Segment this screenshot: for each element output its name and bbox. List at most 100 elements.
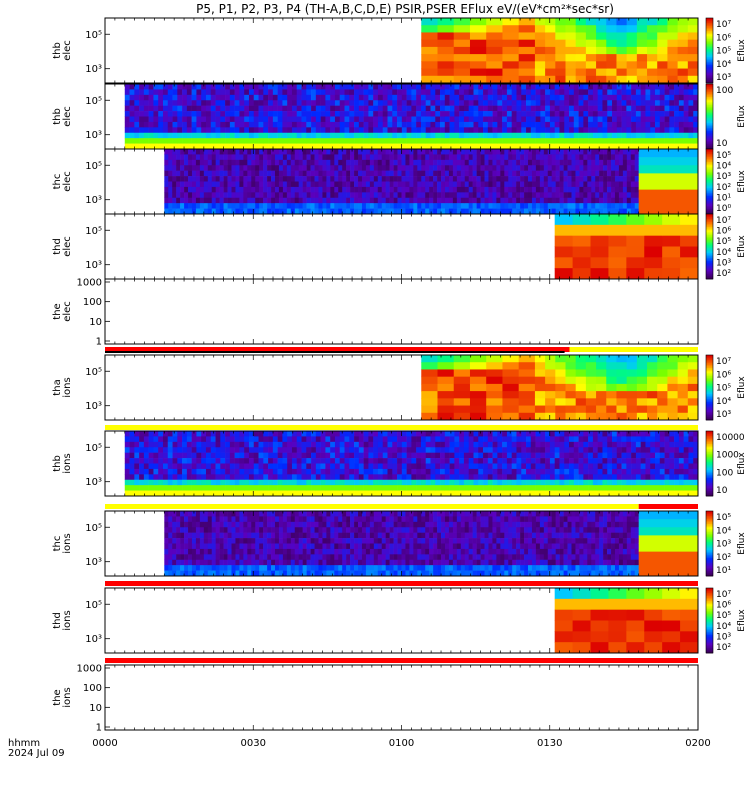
spectrogram-cell	[502, 39, 520, 48]
spectrogram-cell	[579, 149, 584, 155]
spectrogram-cell	[440, 138, 446, 144]
spectrogram-cell	[573, 116, 579, 123]
spectrogram-cell	[191, 170, 197, 177]
spectrogram-cell	[177, 89, 183, 96]
spectrogram-cell	[311, 89, 317, 96]
spectrogram-cell	[640, 100, 646, 106]
spectrogram-cell	[167, 452, 173, 459]
spectrogram-cell	[549, 127, 555, 134]
spectrogram-cell	[448, 170, 454, 177]
spectrogram-cell	[559, 105, 565, 112]
spectrogram-cell	[626, 46, 638, 55]
spectrogram-cell	[622, 149, 628, 155]
spectrogram-cell	[278, 159, 284, 166]
spectrogram-cell	[476, 197, 481, 204]
spectrogram-cell	[365, 186, 371, 193]
spectrogram-cell	[301, 100, 307, 106]
spectrogram-cell	[229, 111, 235, 117]
spectrogram-cell	[196, 490, 202, 497]
spectrogram-cell	[559, 186, 564, 193]
spectrogram-cell	[444, 143, 450, 150]
spectrogram-cell	[201, 100, 207, 106]
spectrogram-cell	[687, 75, 699, 84]
spectrogram-cell	[158, 111, 164, 117]
spectrogram-cell	[677, 355, 689, 363]
spectrogram-cell	[320, 89, 326, 96]
colorbar-segment	[706, 47, 713, 50]
spectrogram-cell	[486, 391, 503, 399]
spectrogram-cell	[534, 369, 546, 378]
spectrogram-cell	[506, 89, 512, 96]
spectrogram-cell	[530, 89, 536, 96]
spectrogram-cell	[223, 154, 228, 161]
spectrogram-cell	[350, 197, 355, 204]
spectrogram-cell	[583, 159, 588, 166]
spectrogram-cell	[153, 143, 159, 150]
spectrogram-cell	[314, 154, 319, 161]
spectrogram-cell	[167, 121, 173, 128]
spectrogram-cell	[263, 89, 269, 96]
spectrogram-cell	[244, 127, 250, 134]
spectrogram-cell	[463, 111, 470, 117]
spectrogram-cell	[274, 154, 280, 161]
spectrogram-cell	[559, 143, 565, 150]
spectrogram-cell	[567, 197, 572, 204]
spectrogram-cell	[502, 46, 520, 55]
spectrogram-cell	[591, 159, 596, 166]
spectrogram-cell	[456, 154, 462, 161]
spectrogram-cell	[575, 412, 587, 421]
spectrogram-cell	[162, 474, 169, 481]
spectrogram-cell	[456, 165, 462, 171]
colorbar-segment	[706, 233, 713, 236]
spectrogram-cell	[492, 89, 498, 96]
spectrogram-cell	[687, 398, 699, 407]
spectrogram-cell	[492, 121, 498, 128]
spectrogram-cell	[143, 431, 149, 437]
spectrogram-cell	[172, 474, 178, 481]
spectrogram-cell	[500, 192, 505, 199]
spectrogram-cell	[354, 170, 359, 177]
spectrogram-cell	[459, 105, 465, 112]
spectrogram-cell	[373, 170, 379, 177]
spectrogram-cell	[148, 485, 154, 491]
spectrogram-cell	[518, 391, 536, 399]
spectrogram-cell	[638, 205, 698, 215]
spectrogram-cell	[612, 138, 618, 144]
spectrogram-cell	[500, 170, 505, 177]
spectrogram-cell	[354, 452, 360, 459]
y-tick-label: 10⁵	[85, 226, 102, 237]
spectrogram-cell	[342, 170, 347, 177]
spectrogram-cell	[540, 138, 546, 144]
spectrogram-cell	[325, 479, 331, 486]
spectrogram-cell	[315, 143, 321, 150]
spectrogram-cell	[162, 485, 169, 491]
spectrogram-cell	[326, 165, 331, 171]
spectrogram-cell	[215, 132, 221, 139]
spectrogram-cell	[616, 84, 622, 90]
spectrogram-cell	[575, 369, 587, 378]
spectrogram-cell	[559, 84, 565, 90]
spectrogram-cell	[172, 84, 178, 90]
spectrogram-cell	[272, 121, 278, 128]
spectrogram-cell	[326, 170, 331, 177]
spectrogram-cell	[172, 100, 178, 106]
spectrogram-cell	[177, 452, 183, 459]
spectrogram-cell	[460, 149, 466, 155]
spectrogram-cell	[334, 138, 341, 144]
spectrogram-cell	[662, 246, 681, 258]
spectrogram-cell	[186, 447, 192, 453]
spectrogram-cell	[543, 154, 549, 161]
spectrogram-cell	[177, 458, 183, 464]
spectrogram-cell	[253, 490, 259, 497]
spectrogram-cell	[282, 474, 288, 481]
spectrogram-cell	[483, 121, 489, 128]
spectrogram-cell	[368, 116, 374, 123]
spectrogram-cell	[488, 192, 493, 199]
spectrogram-cell	[425, 181, 430, 188]
spectrogram-cell	[392, 143, 398, 150]
spectrogram-cell	[441, 203, 446, 209]
spectrogram-cell	[492, 94, 498, 101]
spectrogram-cell	[186, 89, 192, 96]
spectrogram-cell	[342, 154, 347, 161]
spectrogram-cell	[259, 154, 264, 161]
